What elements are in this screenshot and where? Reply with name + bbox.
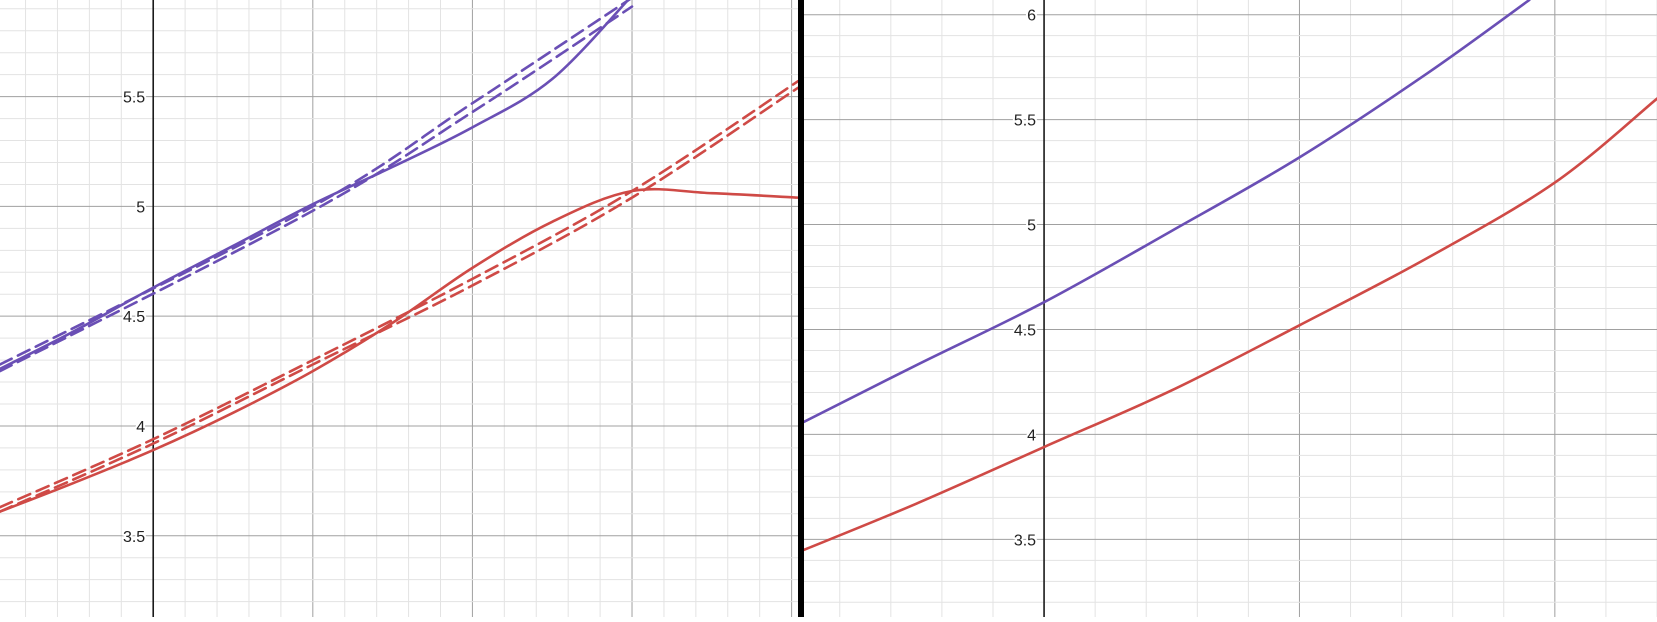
left-y-tick-label: 3.5: [123, 529, 145, 546]
left-curves: [0, 0, 798, 513]
right-y-tick-label: 6: [1027, 8, 1036, 25]
left-curve-solid-0[interactable]: [0, 0, 632, 371]
panel-divider[interactable]: [798, 0, 804, 617]
left-grid: [0, 0, 798, 617]
right-curves: [804, 0, 1657, 552]
right-y-tick-label-halo: 5: [1027, 218, 1036, 235]
left-curve-dashed-5[interactable]: [0, 86, 798, 513]
left-y-tick-label-halo: 5: [136, 199, 145, 216]
right-y-tick-label: 5: [1027, 218, 1036, 235]
right-y-tick-label-halo: 3.5: [1014, 532, 1036, 549]
left-y-tick-label-halo: 5.5: [123, 90, 145, 107]
right-y-tick-label-halo: 4.5: [1014, 322, 1036, 339]
right-curve-solid-0[interactable]: [804, 0, 1531, 424]
right-y-tick-label: 5.5: [1014, 113, 1036, 130]
left-y-tick-label-halo: 3.5: [123, 529, 145, 546]
left-curve-dashed-1[interactable]: [0, 0, 632, 366]
right-y-tick-label-halo: 6: [1027, 8, 1036, 25]
left-y-tick-label: 5: [136, 199, 145, 216]
left-y-tick-label-halo: 4.5: [123, 309, 145, 326]
left-curve-dashed-2[interactable]: [0, 5, 634, 373]
left-plot-background[interactable]: [0, 0, 798, 617]
right-y-tick-label: 4.5: [1014, 322, 1036, 339]
right-y-tick-label: 3.5: [1014, 532, 1036, 549]
right-curve-solid-1[interactable]: [804, 97, 1657, 552]
left-curve-dashed-4[interactable]: [0, 79, 798, 509]
left-y-tick-label: 5.5: [123, 90, 145, 107]
left-curve-solid-3[interactable]: [0, 187, 798, 513]
left-y-tick-label: 4: [136, 419, 145, 436]
right-grid: [804, 0, 1657, 617]
right-y-tick-label-halo: 5.5: [1014, 113, 1036, 130]
right-y-tick-label: 4: [1027, 427, 1036, 444]
right-y-tick-label-halo: 4: [1027, 427, 1036, 444]
left-y-tick-label-halo: 4: [136, 419, 145, 436]
left-y-tick-label: 4.5: [123, 309, 145, 326]
